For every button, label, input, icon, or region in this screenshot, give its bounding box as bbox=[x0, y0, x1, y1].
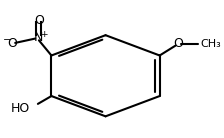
Text: O: O bbox=[173, 38, 183, 51]
Text: +: + bbox=[40, 30, 47, 39]
Text: CH₃: CH₃ bbox=[200, 39, 221, 49]
Text: N: N bbox=[34, 31, 44, 44]
Text: −: − bbox=[3, 34, 12, 45]
Text: O: O bbox=[34, 14, 44, 27]
Text: HO: HO bbox=[10, 102, 30, 115]
Text: O: O bbox=[7, 37, 17, 50]
